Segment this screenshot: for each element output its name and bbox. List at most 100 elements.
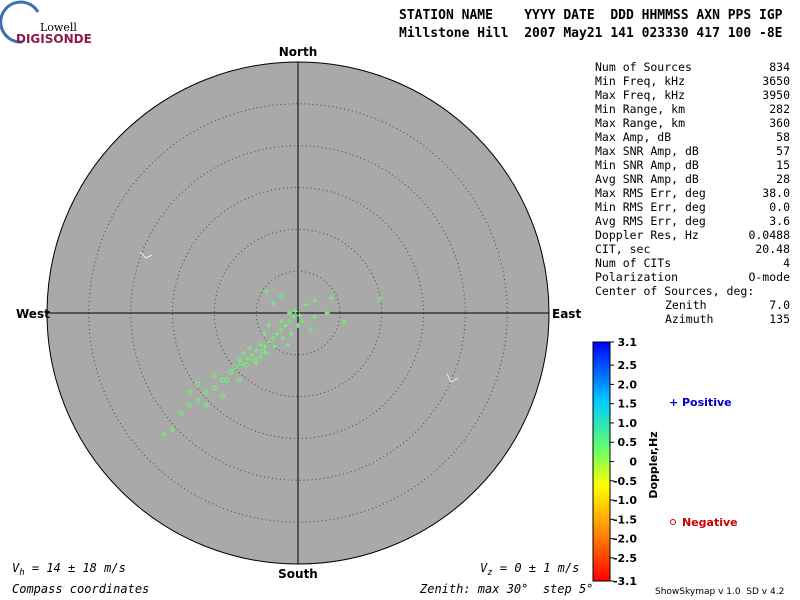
stat-label: Min Range, km	[595, 102, 685, 116]
stat-value: 834	[769, 60, 790, 74]
vh: Vh = 14 ± 18 m/s	[12, 561, 126, 578]
source-positive	[270, 335, 276, 341]
stat-value: 57	[776, 144, 790, 158]
stat-label: Doppler Res, Hz	[595, 228, 699, 242]
stat-value: 38.0	[762, 186, 790, 200]
source-negative	[232, 364, 238, 370]
colorbar-tick-label: -2.0	[613, 533, 637, 546]
negative-label: Negative	[682, 516, 738, 529]
colorbar-tick-label: 3.1	[618, 336, 638, 349]
stat-value: O-mode	[748, 270, 790, 284]
source-negative	[203, 389, 209, 395]
colorbar-title: Doppler,Hz	[647, 431, 660, 498]
source-positive	[262, 331, 268, 337]
stat-value: 15	[776, 158, 790, 172]
stat-label: Num of CITs	[595, 256, 671, 270]
source-positive	[266, 323, 272, 329]
source-negative	[186, 389, 192, 395]
dir-north: North	[279, 45, 317, 59]
source-positive	[266, 339, 272, 345]
source-positive	[241, 350, 247, 356]
stat-label: Max Range, km	[595, 116, 685, 130]
version: ShowSkymap v 1.0 SD v 4.2	[655, 587, 784, 597]
colorbar-tick-label: 2.0	[618, 378, 638, 391]
source-negative	[251, 357, 257, 363]
source-negative	[220, 394, 226, 400]
stat-label: Polarization	[595, 270, 678, 284]
source-negative	[224, 377, 230, 383]
stat-label: Avg SNR Amp, dB	[595, 172, 699, 186]
source-positive	[280, 335, 286, 341]
header-values: Millstone Hill 2007 May21 141 023330 417…	[399, 26, 783, 41]
source-negative	[178, 410, 184, 416]
source-negative	[195, 398, 201, 404]
negative-symbol	[670, 519, 676, 525]
logo-top: Lowell	[40, 21, 77, 34]
source-negative	[278, 293, 284, 299]
source-positive	[287, 318, 293, 324]
source-positive	[303, 302, 309, 308]
vz: Vz = 0 ± 1 m/s	[480, 561, 579, 578]
dir-east: East	[552, 307, 581, 321]
center-label: Center of Sources, deg:	[595, 284, 754, 298]
source-positive	[312, 314, 318, 320]
stat-label: Max Amp, dB	[595, 130, 671, 144]
source-positive	[245, 356, 251, 362]
source-positive	[278, 327, 284, 333]
stat-label: Min SNR Amp, dB	[595, 158, 699, 172]
stat-label: Min Freq, kHz	[595, 74, 685, 88]
source-positive	[246, 345, 252, 351]
source-positive	[161, 431, 167, 437]
source-negative	[211, 373, 217, 379]
colorbar-tick-label: 0	[629, 456, 637, 469]
stat-value: 3650	[762, 74, 790, 88]
marker	[446, 373, 459, 383]
stat-label: Num of Sources	[595, 60, 692, 74]
stat-value: 360	[769, 116, 790, 130]
source-positive	[308, 327, 314, 333]
logo-bottom: DIGISONDE	[16, 32, 92, 46]
stat-label: Min RMS Err, deg	[595, 200, 706, 214]
stat-value: 0.0488	[748, 228, 790, 242]
source-negative	[186, 402, 192, 408]
compass-note: Compass coordinates	[12, 582, 149, 596]
stat-value: 3.6	[769, 214, 790, 228]
dir-south: South	[278, 567, 318, 581]
source-negative	[203, 402, 209, 408]
skymap	[46, 61, 550, 565]
stat-value: 58	[776, 130, 790, 144]
source-positive	[287, 310, 293, 316]
colorbar-tick-label: -0.5	[613, 475, 637, 488]
stat-label: Max Freq, kHz	[595, 88, 685, 102]
source-positive	[291, 314, 297, 320]
stat-label: Avg RMS Err, deg	[595, 214, 706, 228]
zenith-label: Zenith	[665, 298, 707, 312]
source-positive	[299, 318, 305, 324]
stat-value: 20.48	[755, 242, 790, 256]
source-negative	[211, 385, 217, 391]
source-positive	[292, 308, 298, 314]
stat-label: Max SNR Amp, dB	[595, 144, 699, 158]
colorbar-tick-label: 1.0	[618, 417, 638, 430]
source-positive	[341, 318, 347, 324]
source-positive	[257, 354, 263, 360]
colorbar-tick-label: -1.0	[613, 494, 637, 507]
colorbar	[592, 341, 611, 582]
stat-value: 4	[783, 256, 790, 270]
source-negative	[236, 377, 242, 383]
logo-swirl	[0, 0, 40, 44]
source-positive	[262, 343, 268, 349]
colorbar-tick-label: -3.1	[613, 575, 637, 588]
source-positive	[249, 352, 255, 358]
source-positive	[263, 288, 269, 294]
colorbar-tick-label: 2.5	[618, 359, 638, 372]
source-negative	[236, 356, 242, 362]
source-negative	[238, 360, 244, 366]
azimuth-value: 135	[769, 312, 790, 326]
source-positive	[282, 323, 288, 329]
zenith-value: 7.0	[769, 298, 790, 312]
header-labels: STATION NAME YYYY DATE DDD HHMMSS AXN PP…	[399, 8, 783, 23]
colorbar-tick-label: 1.5	[618, 398, 638, 411]
stat-value: 0.0	[769, 200, 790, 214]
